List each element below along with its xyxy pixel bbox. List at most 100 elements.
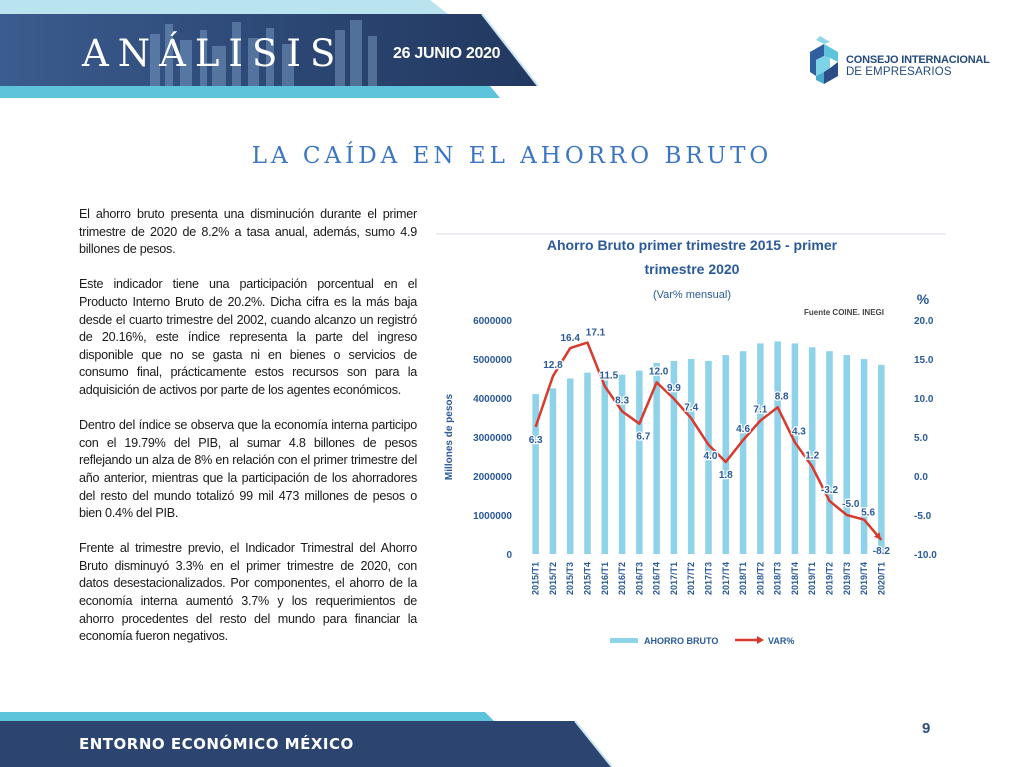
bar-ahorro-bruto: [826, 351, 833, 554]
x-tick-label: 2019/T3: [842, 562, 852, 595]
bar-ahorro-bruto: [636, 370, 643, 554]
chart-title-line2: trimestre 2020: [645, 261, 740, 277]
y2-tick-label: 10.0: [914, 394, 934, 405]
y-axis-label: Millones de pesos: [444, 393, 455, 480]
x-tick-label: 2015/T3: [565, 562, 575, 595]
x-tick-label: 2018/T3: [773, 562, 783, 595]
y-tick-label: 3000000: [473, 433, 512, 444]
data-label-var-pct: 1.2: [805, 451, 819, 462]
data-label-var-pct: 5.6: [861, 508, 875, 519]
header-banner-shape: [0, 0, 539, 98]
bar-ahorro-bruto: [601, 380, 609, 554]
logo-text-line2: DE EMPRESARIOS: [846, 66, 952, 78]
data-label-var-pct: 6.7: [636, 432, 650, 443]
y-tick-label: 6000000: [473, 316, 512, 327]
bar-ahorro-bruto: [808, 347, 816, 554]
data-label-var-pct: 7.1: [753, 405, 767, 416]
bar-ahorro-bruto: [670, 360, 678, 554]
y2-tick-label: 5.0: [914, 433, 928, 444]
legend-swatch-ahorro-bruto: [610, 638, 638, 643]
report-title: ANÁLISIS: [82, 32, 345, 75]
bar-ahorro-bruto: [791, 343, 799, 554]
legend-label-var-pct: VAR%: [768, 636, 794, 646]
bar-ahorro-bruto: [549, 388, 557, 554]
x-tick-label: 2015/T1: [531, 562, 541, 595]
x-tick-label: 2018/T4: [790, 562, 800, 595]
chart-source-note: Fuente COINE. INEGI: [804, 308, 884, 317]
y2-tick-label: 0.0: [914, 472, 928, 483]
x-tick-label: 2020/T1: [876, 562, 886, 595]
x-tick-label: 2018/T2: [755, 562, 765, 595]
bar-ahorro-bruto: [774, 341, 781, 554]
x-tick-label: 2017/T2: [686, 562, 696, 595]
logo-text-prefix: DE: [846, 66, 862, 78]
footer-shape: [0, 712, 613, 767]
bar-ahorro-bruto: [532, 394, 539, 554]
data-label-var-pct: 4.0: [704, 451, 718, 462]
data-label-var-pct: 17.1: [586, 328, 606, 339]
y2-tick-label: -10.0: [914, 550, 937, 561]
x-tick-label: 2019/T2: [825, 562, 835, 595]
bar-ahorro-bruto: [878, 364, 885, 554]
article-body: El ahorro bruto presenta una disminución…: [79, 206, 417, 663]
bar-ahorro-bruto: [566, 378, 574, 554]
bar-ahorro-bruto: [653, 362, 660, 554]
x-tick-label: 2015/T2: [548, 562, 558, 595]
x-tick-label: 2017/T3: [704, 562, 714, 595]
x-tick-label: 2018/T1: [738, 562, 748, 595]
bar-ahorro-bruto: [739, 351, 747, 554]
data-label-var-pct: -5.0: [842, 499, 860, 510]
y2-tick-label: 20.0: [914, 316, 934, 327]
chart-subtitle: (Var% mensual): [653, 289, 731, 301]
data-label-var-pct: 7.4: [684, 402, 698, 413]
footer: ENTORNO ECONÓMICO MÉXICO 9: [0, 712, 1024, 767]
report-date: 26 JUNIO 2020: [393, 45, 501, 62]
bar-ahorro-bruto: [618, 374, 626, 554]
data-label-var-pct: 8.8: [775, 391, 789, 402]
page-number: 9: [922, 720, 931, 737]
company-logo: CONSEJO INTERNACIONAL DE EMPRESARIOS: [806, 32, 990, 92]
y2-tick-label: -5.0: [914, 511, 932, 522]
y-tick-label: 4000000: [473, 394, 512, 405]
bar-ahorro-bruto: [687, 359, 695, 554]
legend-label-ahorro-bruto: AHORRO BRUTO: [644, 636, 718, 646]
y-tick-label: 0: [506, 550, 512, 561]
data-label-var-pct: 12.8: [543, 360, 563, 371]
x-tick-label: 2016/T2: [617, 562, 627, 595]
data-label-var-pct: 11.5: [599, 370, 618, 381]
line-arrowhead: [874, 532, 882, 540]
logo-text-line1: CONSEJO INTERNACIONAL: [846, 54, 990, 66]
y-tick-label: 2000000: [473, 472, 512, 483]
y2-tick-label: 15.0: [914, 355, 934, 366]
paragraph: Este indicador tiene una participación p…: [79, 277, 417, 397]
header-banner: ANÁLISIS 26 JUNIO 2020: [0, 0, 1024, 120]
x-tick-label: 2016/T1: [600, 562, 610, 595]
y-tick-label: 1000000: [473, 511, 512, 522]
bar-ahorro-bruto: [860, 359, 868, 554]
line-var-pct: [534, 341, 883, 541]
footer-label: ENTORNO ECONÓMICO MÉXICO: [79, 735, 354, 753]
x-tick-label: 2017/T1: [669, 562, 679, 595]
y-tick-label: 5000000: [473, 355, 512, 366]
data-label-var-pct: 8.3: [615, 395, 629, 406]
paragraph: Frente al trimestre previo, el Indicador…: [79, 541, 417, 644]
data-label-var-pct: 16.4: [560, 333, 580, 344]
bar-ahorro-bruto: [722, 355, 730, 554]
paragraph: El ahorro bruto presenta una disminución…: [79, 207, 417, 257]
paragraph: Dentro del índice se observa que la econ…: [79, 418, 417, 521]
chart-y2-unit: %: [917, 291, 930, 307]
x-tick-label: 2015/T4: [583, 562, 593, 595]
x-tick-label: 2019/T4: [859, 562, 869, 595]
x-tick-label: 2016/T4: [652, 562, 662, 595]
data-label-var-pct: 6.3: [529, 435, 543, 446]
chart-canvas: Ahorro Bruto primer trimestre 2015 - pri…: [436, 233, 946, 646]
chart-title-line1: Ahorro Bruto primer trimestre 2015 - pri…: [547, 237, 838, 253]
legend-arrow-var-pct: [757, 636, 764, 644]
x-tick-label: 2019/T1: [807, 562, 817, 595]
data-label-var-pct: 1.8: [719, 470, 733, 481]
data-label-var-pct: -8.2: [873, 546, 891, 557]
data-label-var-pct: -3.2: [821, 485, 839, 496]
data-label-var-pct: 12.0: [649, 366, 669, 377]
data-label-var-pct: 9.9: [667, 383, 681, 394]
bar-ahorro-bruto: [584, 372, 591, 554]
